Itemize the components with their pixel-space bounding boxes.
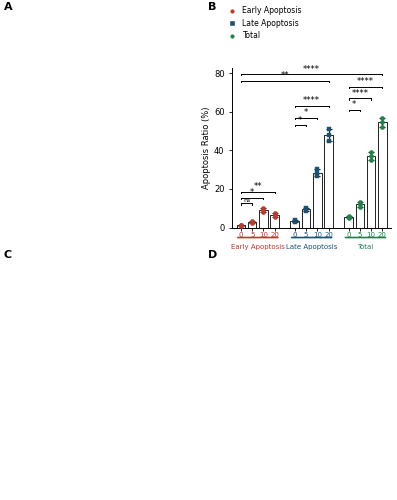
Point — [238, 221, 244, 229]
Text: Late Apoptosis: Late Apoptosis — [286, 244, 337, 250]
Point — [291, 217, 298, 225]
Text: *: * — [298, 116, 303, 125]
Point — [272, 211, 278, 219]
Point — [303, 205, 309, 213]
Text: ****: **** — [303, 96, 320, 106]
Bar — [313, 172, 322, 228]
Text: ****: **** — [303, 64, 320, 74]
Point — [326, 125, 332, 133]
Bar — [259, 210, 268, 228]
Point — [379, 114, 385, 122]
Point — [260, 206, 267, 214]
Legend: Early Apoptosis, Late Apoptosis, Total: Early Apoptosis, Late Apoptosis, Total — [224, 6, 302, 40]
Text: *: * — [352, 100, 356, 110]
Point — [345, 212, 352, 220]
Point — [303, 204, 309, 212]
Y-axis label: Apoptosis Ratio (%): Apoptosis Ratio (%) — [202, 106, 211, 188]
Point — [249, 218, 255, 226]
Point — [260, 208, 267, 216]
Point — [357, 202, 363, 210]
Text: ****: **** — [351, 89, 368, 98]
Text: C: C — [4, 250, 12, 260]
Bar — [324, 135, 333, 228]
Bar — [378, 122, 387, 228]
Point — [272, 212, 278, 220]
Bar — [237, 225, 245, 228]
Bar — [355, 204, 364, 228]
Point — [249, 217, 255, 225]
Bar — [248, 222, 256, 228]
Text: ns: ns — [243, 198, 250, 203]
Point — [314, 168, 320, 176]
Text: **: ** — [281, 72, 289, 80]
Point — [357, 200, 363, 208]
Bar — [344, 217, 353, 228]
Text: Total: Total — [357, 244, 374, 250]
Point — [368, 152, 374, 160]
Text: B: B — [208, 2, 217, 12]
Point — [314, 164, 320, 172]
Bar — [270, 215, 279, 228]
Point — [238, 222, 244, 230]
Text: *: * — [250, 188, 254, 197]
Point — [357, 198, 363, 206]
Point — [368, 148, 374, 156]
Bar — [290, 221, 299, 228]
Text: D: D — [208, 250, 218, 260]
Text: A: A — [4, 2, 13, 12]
Point — [368, 156, 374, 164]
Point — [345, 213, 352, 221]
Text: ****: **** — [357, 77, 374, 86]
Point — [249, 219, 255, 227]
Point — [260, 204, 267, 212]
Point — [303, 206, 309, 214]
Text: Early Apoptosis: Early Apoptosis — [231, 244, 285, 250]
Point — [326, 131, 332, 139]
Point — [345, 214, 352, 222]
Point — [291, 218, 298, 226]
Point — [379, 124, 385, 132]
Bar — [367, 156, 376, 228]
Point — [314, 172, 320, 180]
Text: *: * — [304, 108, 308, 117]
Text: **: ** — [254, 182, 262, 192]
Point — [238, 221, 244, 229]
Point — [291, 216, 298, 224]
Point — [272, 210, 278, 218]
Bar — [302, 209, 310, 228]
Point — [326, 137, 332, 145]
Point — [379, 118, 385, 126]
